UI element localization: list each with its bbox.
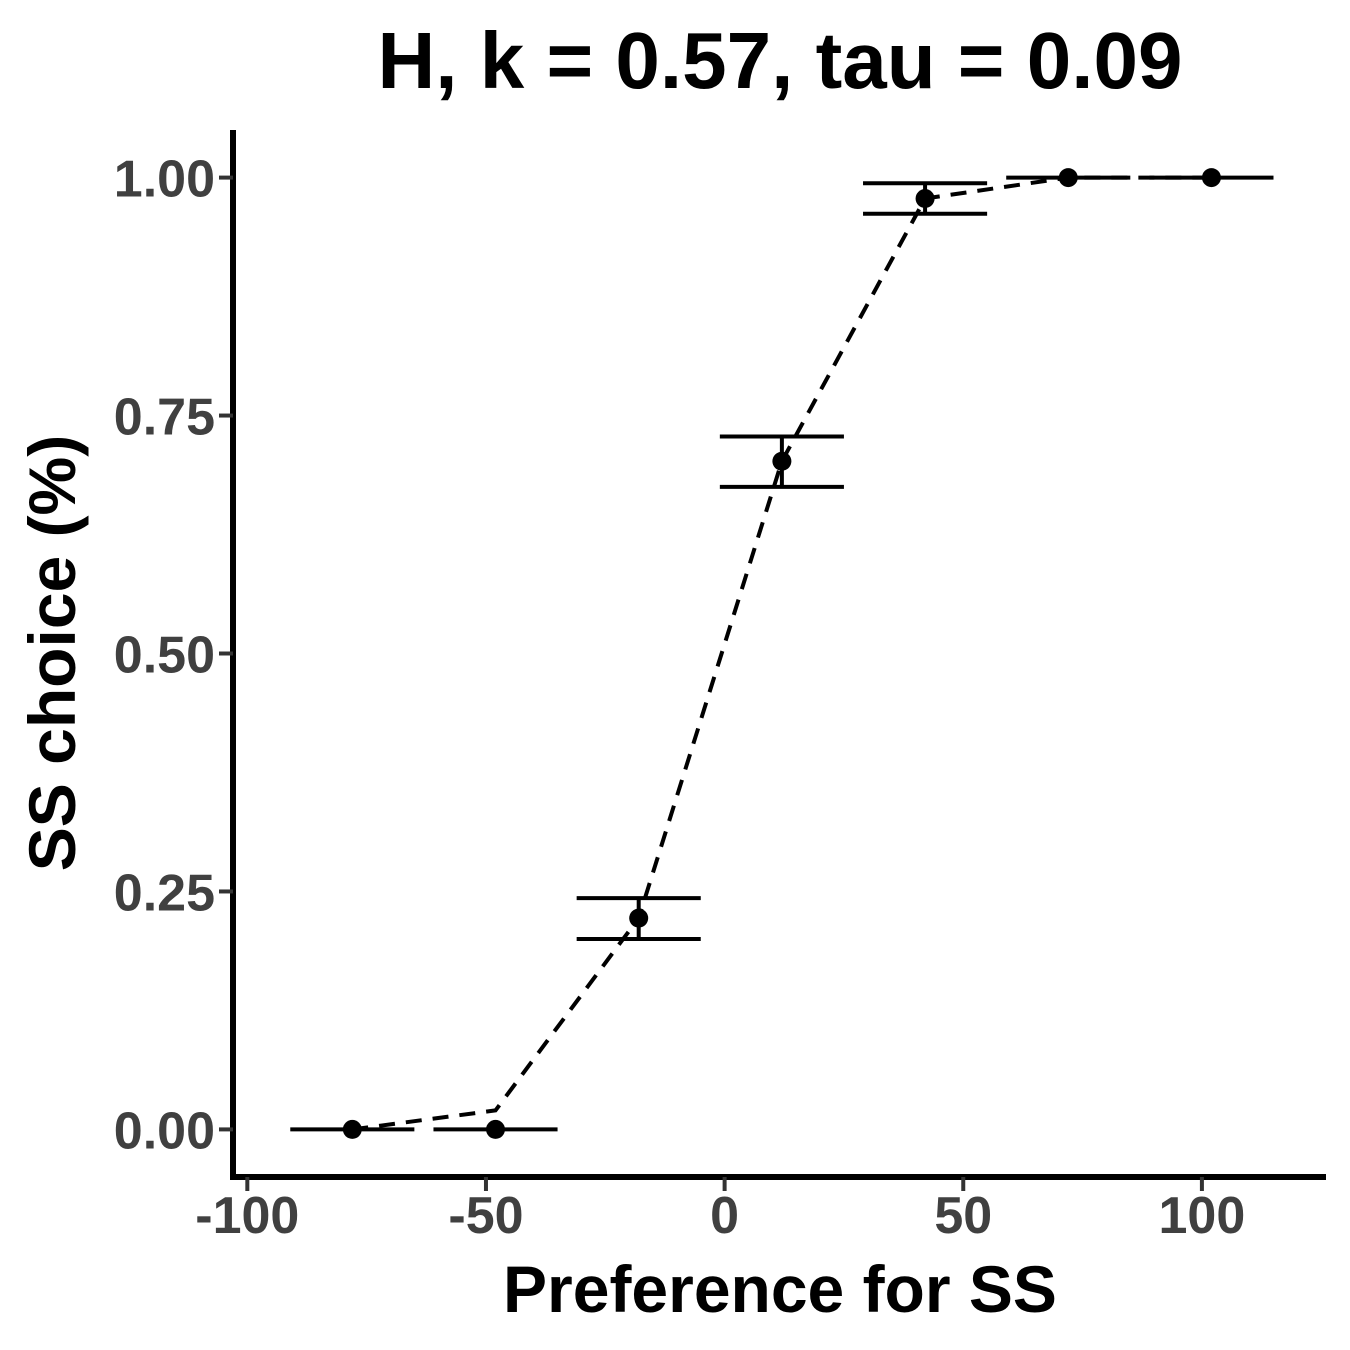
y-tick-label: 0.50 <box>114 627 215 685</box>
x-tick-label: -50 <box>448 1187 523 1245</box>
x-axis-title: Preference for SS <box>503 1252 1057 1326</box>
y-tick-label: 0.75 <box>114 389 215 447</box>
y-tick-label: 1.00 <box>114 151 215 209</box>
data-point <box>486 1119 506 1139</box>
y-tick-label: 0.25 <box>114 864 215 922</box>
x-tick-label: 0 <box>710 1187 739 1245</box>
data-point <box>629 908 649 928</box>
tick-labels: 0.00 0.25 0.50 0.75 1.00 -100 -50 0 50 100 <box>114 151 1246 1245</box>
x-tick-label: 50 <box>934 1187 992 1245</box>
data-point <box>772 451 792 471</box>
x-tick-label: -100 <box>195 1187 299 1245</box>
data-point <box>1201 168 1221 188</box>
data-point <box>1058 168 1078 188</box>
fit-line <box>352 175 1212 1132</box>
axes <box>219 130 1326 1191</box>
y-axis-title: SS choice (%) <box>15 435 89 871</box>
y-tick-label: 0.00 <box>114 1102 215 1160</box>
chart-title: H, k = 0.57, tau = 0.09 <box>378 16 1183 105</box>
data-point <box>342 1119 362 1139</box>
data-point <box>915 189 935 209</box>
plot-area <box>290 168 1274 1139</box>
x-tick-label: 100 <box>1159 1187 1246 1245</box>
